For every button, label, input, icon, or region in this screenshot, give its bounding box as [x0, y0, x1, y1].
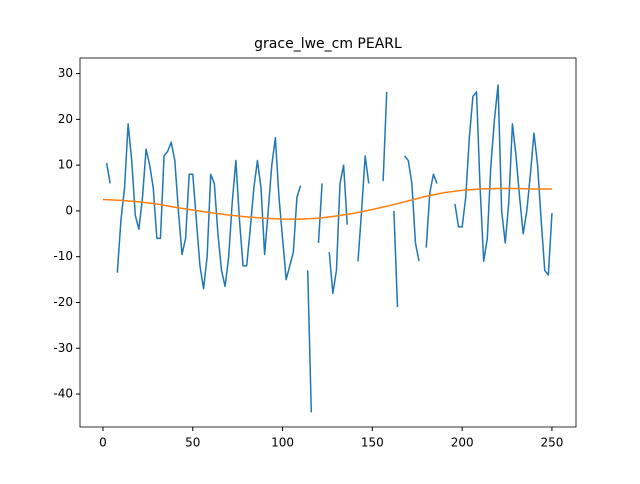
chart-title: grace_lwe_cm PEARL — [254, 36, 402, 52]
y-tick-label: 30 — [58, 66, 73, 80]
y-tick-label: 10 — [58, 158, 73, 172]
y-tick-label: -20 — [53, 295, 73, 309]
y-tick-label: 20 — [58, 112, 73, 126]
y-tick-label: 0 — [65, 203, 73, 217]
y-tick-label: -10 — [53, 249, 73, 263]
series-line — [102, 187, 552, 220]
x-tick-label: 250 — [540, 436, 563, 450]
x-tick-label: 100 — [271, 436, 294, 450]
x-tick-label: 50 — [185, 436, 200, 450]
x-tick-label: 200 — [451, 436, 474, 450]
x-tick-label: 0 — [99, 436, 107, 450]
y-tick-label: -40 — [53, 387, 73, 401]
y-tick-label: -30 — [53, 341, 73, 355]
series-line — [105, 84, 553, 413]
plot-frame — [79, 57, 577, 428]
x-tick-label: 150 — [361, 436, 384, 450]
